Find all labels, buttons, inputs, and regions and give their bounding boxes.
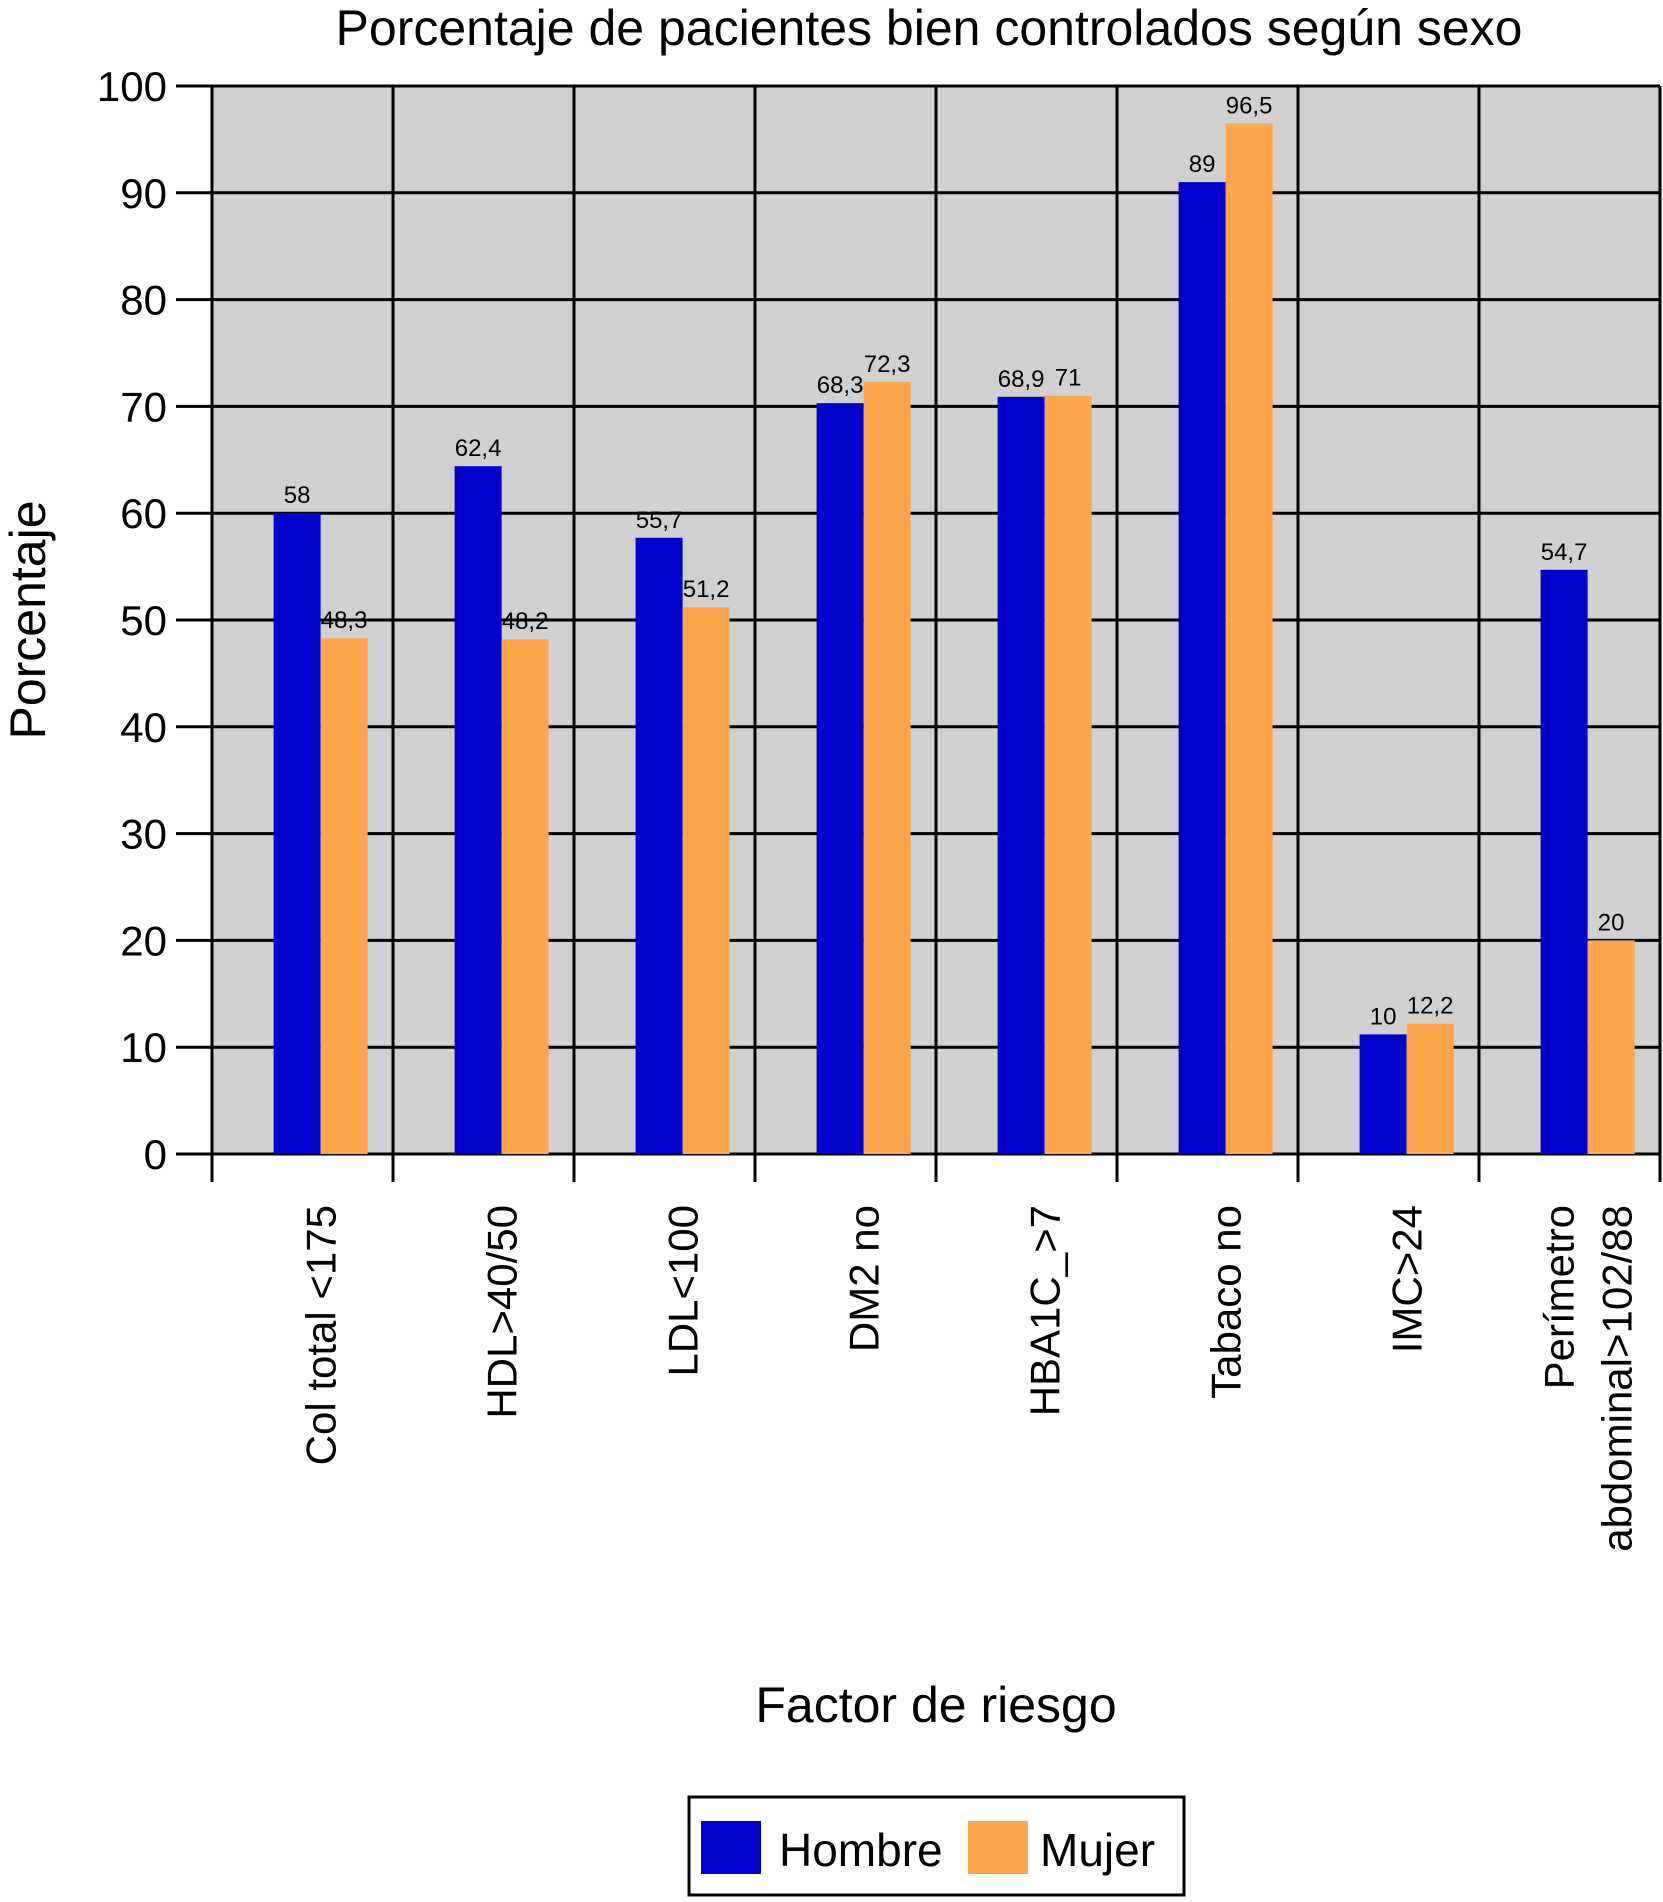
data-label: 48,2 [502, 608, 549, 635]
chart-title: Porcentaje de pacientes bien controlados… [336, 0, 1523, 56]
data-label: 96,5 [1226, 92, 1273, 119]
y-tick-label: 30 [120, 811, 167, 858]
y-tick-label: 80 [120, 277, 167, 324]
bar-mujer [501, 639, 549, 1154]
data-label: 62,4 [455, 435, 502, 462]
x-tick-label: Perímetro [1536, 1205, 1583, 1389]
x-tick-label: IMC>24 [1384, 1205, 1431, 1353]
data-label: 51,2 [683, 576, 730, 603]
data-label: 89 [1189, 151, 1216, 178]
data-label: 68,9 [998, 366, 1045, 393]
x-tick-label: LDL<100 [660, 1205, 707, 1377]
y-tick-label: 50 [120, 597, 167, 644]
data-label: 54,7 [1541, 539, 1588, 566]
data-label: 48,3 [321, 607, 368, 634]
y-tick-label: 70 [120, 383, 167, 430]
x-axis-title: Factor de riesgo [755, 1677, 1116, 1733]
bar-hombre [1178, 182, 1226, 1154]
legend: Hombre Mujer [687, 1795, 1186, 1897]
legend-box [687, 1795, 1186, 1897]
bar-mujer [1044, 395, 1092, 1155]
legend-swatch-hombre [701, 1821, 761, 1874]
bar-hombre [816, 403, 864, 1154]
x-tick-label: HBA1C_>7 [1022, 1205, 1069, 1416]
x-tick-label: HDL>40/50 [479, 1205, 526, 1419]
bar-mujer [1225, 123, 1273, 1154]
y-tick-label: 100 [97, 63, 167, 110]
data-label: 58 [284, 482, 311, 509]
bar-hombre [997, 396, 1045, 1155]
y-tick-label: 10 [120, 1024, 167, 1071]
y-tick-label: 40 [120, 704, 167, 751]
bar-hombre [1540, 569, 1588, 1154]
x-tick-label: Tabaco no [1203, 1205, 1250, 1399]
legend-label-hombre: Hombre [779, 1824, 943, 1876]
data-label: 10 [1370, 1003, 1397, 1030]
data-label: 72,3 [864, 351, 911, 378]
legend-swatch-mujer [968, 1821, 1028, 1874]
bar-mujer [1587, 940, 1635, 1154]
data-label: 68,3 [817, 372, 864, 399]
data-label: 71 [1055, 365, 1082, 392]
data-label: 55,7 [636, 507, 683, 534]
legend-label-mujer: Mujer [1040, 1824, 1155, 1876]
bar-hombre [273, 513, 321, 1154]
y-tick-label: 90 [120, 170, 167, 217]
x-tick-label: abdominal>102/88 [1594, 1205, 1641, 1552]
bar-mujer [1406, 1023, 1454, 1154]
y-axis-title: Porcentaje [0, 500, 56, 739]
bar-hombre [454, 466, 502, 1154]
data-label: 12,2 [1407, 993, 1454, 1020]
y-tick-label: 20 [120, 917, 167, 964]
bar-mujer [682, 607, 730, 1154]
bar-hombre [1359, 1034, 1407, 1154]
bar-hombre [635, 537, 683, 1154]
data-label: 20 [1598, 909, 1625, 936]
x-tick-label: Col total <175 [298, 1205, 345, 1465]
bar-mujer [320, 638, 368, 1154]
y-tick-label: 60 [120, 490, 167, 537]
x-tick-label: DM2 no [841, 1205, 888, 1352]
y-tick-label: 0 [144, 1131, 167, 1178]
bar-mujer [863, 381, 911, 1154]
